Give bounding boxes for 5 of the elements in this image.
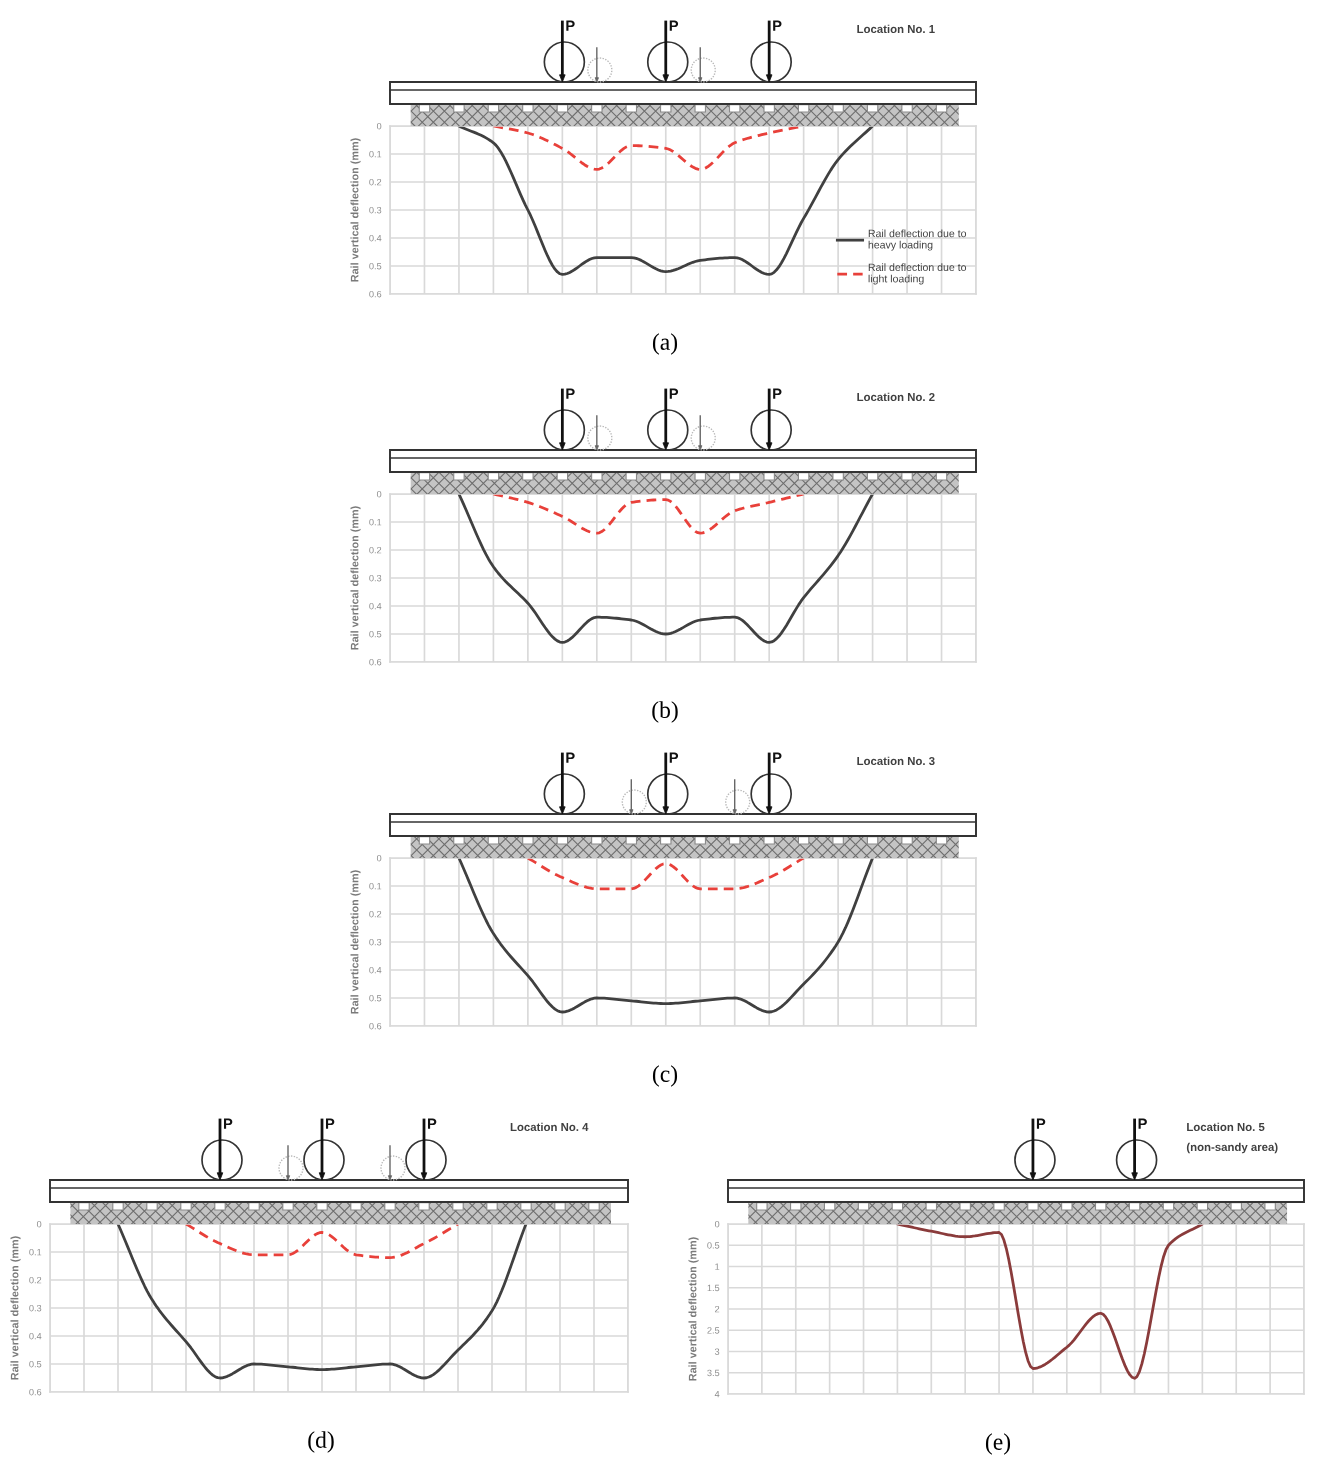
text: (e) [985, 1433, 1011, 1455]
text: (d) [308, 1431, 334, 1453]
text: (c) [652, 1065, 678, 1087]
text: (b) [652, 701, 678, 723]
text: (a) [652, 333, 678, 355]
